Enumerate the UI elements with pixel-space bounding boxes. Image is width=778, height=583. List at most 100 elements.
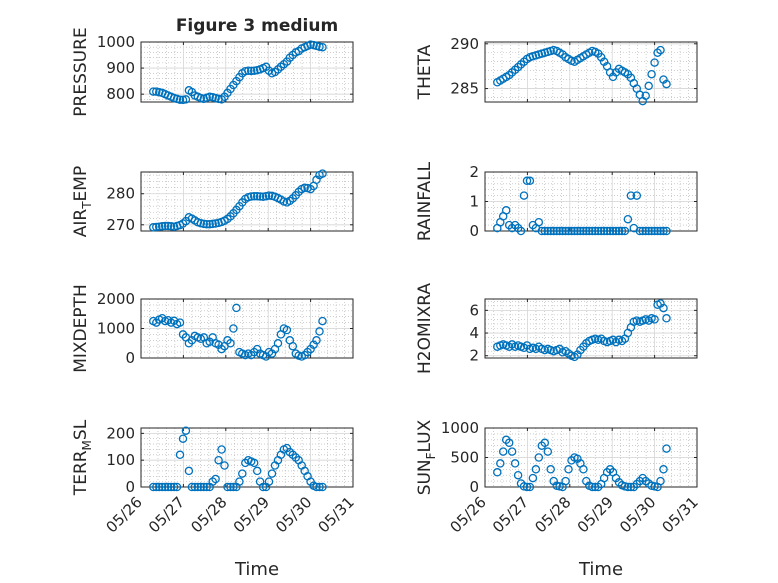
x-axis-label-left: Time (234, 559, 279, 580)
subplot-3-data-point (205, 219, 214, 229)
subplot-5-data-point (288, 341, 298, 351)
subplot-7-data-point (226, 482, 235, 492)
subplot-7-x-tick-label: 05/26 (103, 493, 146, 536)
subplot-8-data-point (656, 476, 665, 486)
subplot-7-data-point (318, 482, 327, 492)
subplot-8-x-tick-label: 05/29 (574, 493, 617, 536)
subplot-3-data-point (202, 219, 211, 229)
subplot-5-data-point (315, 327, 324, 336)
subplot-7-data-point (223, 482, 232, 492)
subplot-6-y-axis-label: H2OMIXRA (415, 283, 435, 374)
subplot-4-data-point (558, 226, 567, 236)
subplot-8-x-tick-label: 05/28 (531, 493, 574, 536)
subplot-5-data-point (229, 324, 238, 333)
subplot-7-data-point (202, 482, 211, 492)
subplot-4-data-point (582, 226, 591, 236)
subplot-4-data-point (543, 226, 553, 236)
subplot-8-data-point (525, 482, 535, 492)
subplot-4-data-point (534, 217, 544, 227)
subplot-2-data-point (662, 79, 671, 89)
subplot-6-y-tick-label: 4 (469, 324, 479, 342)
subplot-2-y-axis-label: THETA (415, 44, 435, 100)
subplot-8-data-point (513, 470, 523, 480)
subplot-5: 0 1000 2000 MIXDEPTH (71, 284, 354, 373)
subplot-4-data-point (620, 226, 630, 236)
subplot-7-x-tick-label: 05/31 (315, 493, 358, 536)
subplot-4-data-point (564, 226, 573, 236)
subplot-4-data-point (605, 226, 615, 236)
subplot-4: 0 1 2 RAINFALL (415, 161, 698, 241)
subplot-4-data-point (638, 226, 647, 236)
subplot-7-data-point (315, 482, 324, 492)
subplot-4-y-axis-label: RAINFALL (415, 161, 435, 241)
subplot-4-data-point (522, 176, 532, 186)
subplot-7-data-point (249, 458, 259, 468)
subplot-7-data-point (154, 482, 164, 492)
subplot-4-y-tick-label: 2 (469, 163, 479, 181)
subplot-8-data-point (522, 482, 532, 492)
figure-title: Figure 3 medium (176, 16, 338, 36)
subplot-3-y-axis-label: AIRTEMP (71, 166, 94, 237)
subplot-2-data-point (644, 81, 653, 91)
subplot-3-y-tick-label: 270 (106, 216, 135, 234)
subplot-7-y-tick-label: 200 (106, 424, 135, 442)
subplot-5-y-axis-label: MIXDEPTH (71, 284, 91, 373)
subplot-6-data-point (662, 314, 671, 323)
subplot-8-data-point (510, 459, 520, 468)
subplot-7-data-point (157, 482, 167, 492)
subplot-5-data-point (312, 336, 321, 345)
subplot-6-y-tick-label: 2 (469, 347, 479, 365)
subplot-4-data-point (623, 214, 633, 224)
subplot-3-data-point (163, 221, 173, 231)
subplot-7-data-point (149, 482, 158, 492)
subplot-7-data-point (199, 482, 209, 492)
subplot-3-data-point (246, 192, 256, 201)
subplot-4-data-point (576, 226, 585, 236)
subplot-7-x-tick-label: 05/27 (145, 493, 188, 536)
subplot-7: 0 100 200 TERRMSL 05/26 05/27 05/28 05/29 05/30 0… (71, 419, 358, 536)
subplot-1-data-point (244, 66, 253, 75)
subplot-4-data-point (537, 226, 547, 236)
subplot-7-x-tick-label: 05/30 (272, 493, 315, 536)
subplot-7-y-tick-label: 0 (125, 478, 135, 496)
subplot-4-data-point (641, 226, 650, 236)
subplot-8-data-point (623, 482, 633, 492)
subplot-4-data-point (555, 226, 564, 236)
subplot-4-data-point (596, 226, 606, 236)
subplot-2-y-tick-label: 285 (450, 80, 479, 98)
subplot-4-data-point (567, 226, 576, 236)
subplot-4-data-point (525, 176, 535, 186)
subplot-4-data-point (570, 226, 579, 236)
subplot-4-data-point (579, 226, 588, 236)
subplot-3-data-point (318, 169, 327, 178)
subplot-8-data-point (534, 453, 544, 462)
subplot-5-data-point (273, 339, 283, 348)
subplot-4-data-point (549, 226, 558, 236)
subplot-8-data-point (546, 465, 555, 474)
subplot-7-data-point (181, 426, 191, 435)
subplot-8-x-tick-label: 05/31 (659, 493, 702, 536)
subplot-7-y-axis-label: TERRMSL (71, 419, 94, 496)
subplot-2-axes-box (484, 41, 698, 103)
subplot-4-data-point (573, 226, 582, 236)
subplot-7-data-point (312, 482, 321, 492)
subplot-4-data-point (561, 226, 570, 236)
subplot-4-data-point (513, 223, 523, 233)
subplot-3-data-point (154, 222, 164, 231)
subplot-6-axes-box (484, 298, 698, 359)
subplot-1-data-point (181, 95, 191, 104)
subplot-4-data-point (593, 226, 603, 236)
subplot-7-data-point (160, 482, 170, 492)
subplot-7-data-point (238, 469, 247, 478)
subplot-3-data-point (300, 183, 309, 193)
subplot-4-data-point (644, 226, 653, 236)
subplot-4-data-point (602, 226, 612, 236)
subplot-8-data-point (588, 482, 597, 492)
subplot-4-data-point (662, 226, 671, 236)
subplot-4-data-point (608, 226, 618, 236)
subplot-8-x-tick-label: 05/27 (489, 493, 532, 536)
subplot-1-data-point (175, 95, 185, 104)
subplot-7-data-point (166, 482, 176, 492)
subplot-8-data-point (540, 438, 550, 448)
